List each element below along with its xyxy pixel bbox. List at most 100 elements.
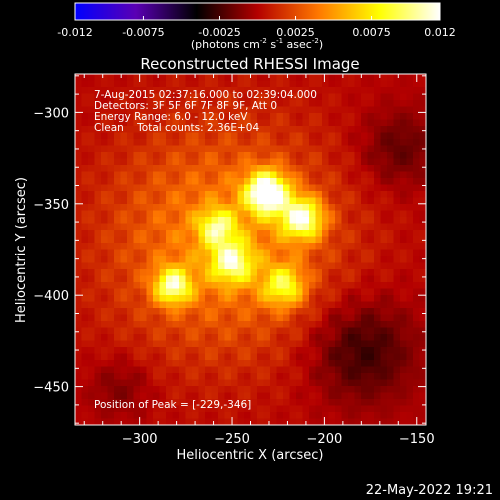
heatmap-cell: [231, 412, 239, 420]
heatmap-cell: [263, 353, 271, 361]
heatmap-cell: [127, 360, 135, 368]
heatmap-cell: [179, 119, 187, 127]
heatmap-cell: [166, 340, 174, 348]
heatmap-cell: [328, 301, 336, 309]
heatmap-cell: [419, 230, 426, 238]
heatmap-cell: [192, 308, 200, 316]
heatmap-cell: [205, 210, 213, 218]
heatmap-cell: [296, 223, 304, 231]
heatmap-cell: [166, 236, 174, 244]
heatmap-cell: [107, 126, 115, 134]
heatmap-cell: [172, 243, 180, 251]
heatmap-cell: [276, 327, 284, 335]
heatmap-cell: [107, 366, 115, 374]
heatmap-cell: [257, 217, 265, 225]
heatmap-cell: [289, 126, 297, 134]
heatmap-cell: [179, 321, 187, 329]
heatmap-cell: [120, 360, 128, 368]
heatmap-cell: [328, 256, 336, 264]
heatmap-cell: [289, 132, 297, 140]
heatmap-cell: [354, 119, 362, 127]
heatmap-cell: [322, 74, 330, 82]
heatmap-cell: [127, 386, 135, 394]
heatmap-cell: [289, 327, 297, 335]
heatmap-cell: [94, 308, 102, 316]
heatmap-cell: [374, 405, 382, 413]
heatmap-cell: [276, 314, 284, 322]
heatmap-cell: [172, 139, 180, 147]
heatmap-cell: [153, 165, 161, 173]
heatmap-cell: [296, 178, 304, 186]
heatmap-cell: [380, 132, 388, 140]
heatmap-cell: [341, 197, 349, 205]
heatmap-cell: [387, 288, 395, 296]
heatmap-cell: [153, 158, 161, 166]
heatmap-cell: [179, 210, 187, 218]
heatmap-cell: [172, 152, 180, 160]
heatmap-cell: [380, 106, 388, 114]
heatmap-cell: [205, 139, 213, 147]
heatmap-cell: [153, 178, 161, 186]
heatmap-cell: [270, 106, 278, 114]
heatmap-cell: [172, 230, 180, 238]
heatmap-cell: [192, 347, 200, 355]
heatmap-cell: [322, 158, 330, 166]
heatmap-cell: [250, 399, 258, 407]
heatmap-cell: [289, 165, 297, 173]
heatmap-cell: [322, 275, 330, 283]
heatmap-cell: [101, 301, 109, 309]
heatmap-cell: [107, 392, 115, 400]
heatmap-cell: [140, 321, 148, 329]
heatmap-cell: [185, 223, 193, 231]
heatmap-cell: [127, 399, 135, 407]
heatmap-cell: [224, 87, 232, 95]
heatmap-cell: [341, 165, 349, 173]
heatmap-cell: [81, 275, 89, 283]
heatmap-cell: [218, 275, 226, 283]
heatmap-cell: [133, 373, 141, 381]
heatmap-cell: [159, 152, 167, 160]
heatmap-cell: [276, 295, 284, 303]
heatmap-cell: [244, 106, 252, 114]
heatmap-cell: [192, 314, 200, 322]
heatmap-cell: [289, 405, 297, 413]
heatmap-cell: [146, 184, 154, 192]
heatmap-cell: [315, 178, 323, 186]
heatmap-cell: [393, 119, 401, 127]
heatmap-cell: [127, 152, 135, 160]
heatmap-cell: [257, 223, 265, 231]
heatmap-cell: [172, 197, 180, 205]
heatmap-cell: [335, 126, 343, 134]
heatmap-cell: [237, 74, 245, 82]
heatmap-cell: [211, 405, 219, 413]
heatmap-cell: [198, 93, 206, 101]
heatmap-cell: [406, 308, 414, 316]
heatmap-cell: [224, 236, 232, 244]
heatmap-cell: [101, 295, 109, 303]
heatmap-cell: [140, 171, 148, 179]
heatmap-cell: [146, 334, 154, 342]
heatmap-cell: [309, 139, 317, 147]
heatmap-cell: [101, 347, 109, 355]
heatmap-cell: [185, 243, 193, 251]
heatmap-cell: [218, 80, 226, 88]
heatmap-cell: [341, 412, 349, 420]
heatmap-cell: [133, 412, 141, 420]
heatmap-cell: [211, 230, 219, 238]
heatmap-cell: [374, 386, 382, 394]
heatmap-cell: [348, 93, 356, 101]
heatmap-cell: [88, 353, 96, 361]
heatmap-cell: [387, 178, 395, 186]
heatmap-cell: [250, 249, 258, 257]
heatmap-cell: [88, 295, 96, 303]
heatmap-cell: [315, 87, 323, 95]
heatmap-cell: [231, 80, 239, 88]
heatmap-cell: [374, 165, 382, 173]
heatmap-cell: [387, 295, 395, 303]
heatmap-cell: [328, 340, 336, 348]
heatmap-cell: [328, 210, 336, 218]
heatmap-cell: [367, 282, 375, 290]
heatmap-cell: [211, 269, 219, 277]
heatmap-cell: [101, 87, 109, 95]
heatmap-cell: [322, 295, 330, 303]
